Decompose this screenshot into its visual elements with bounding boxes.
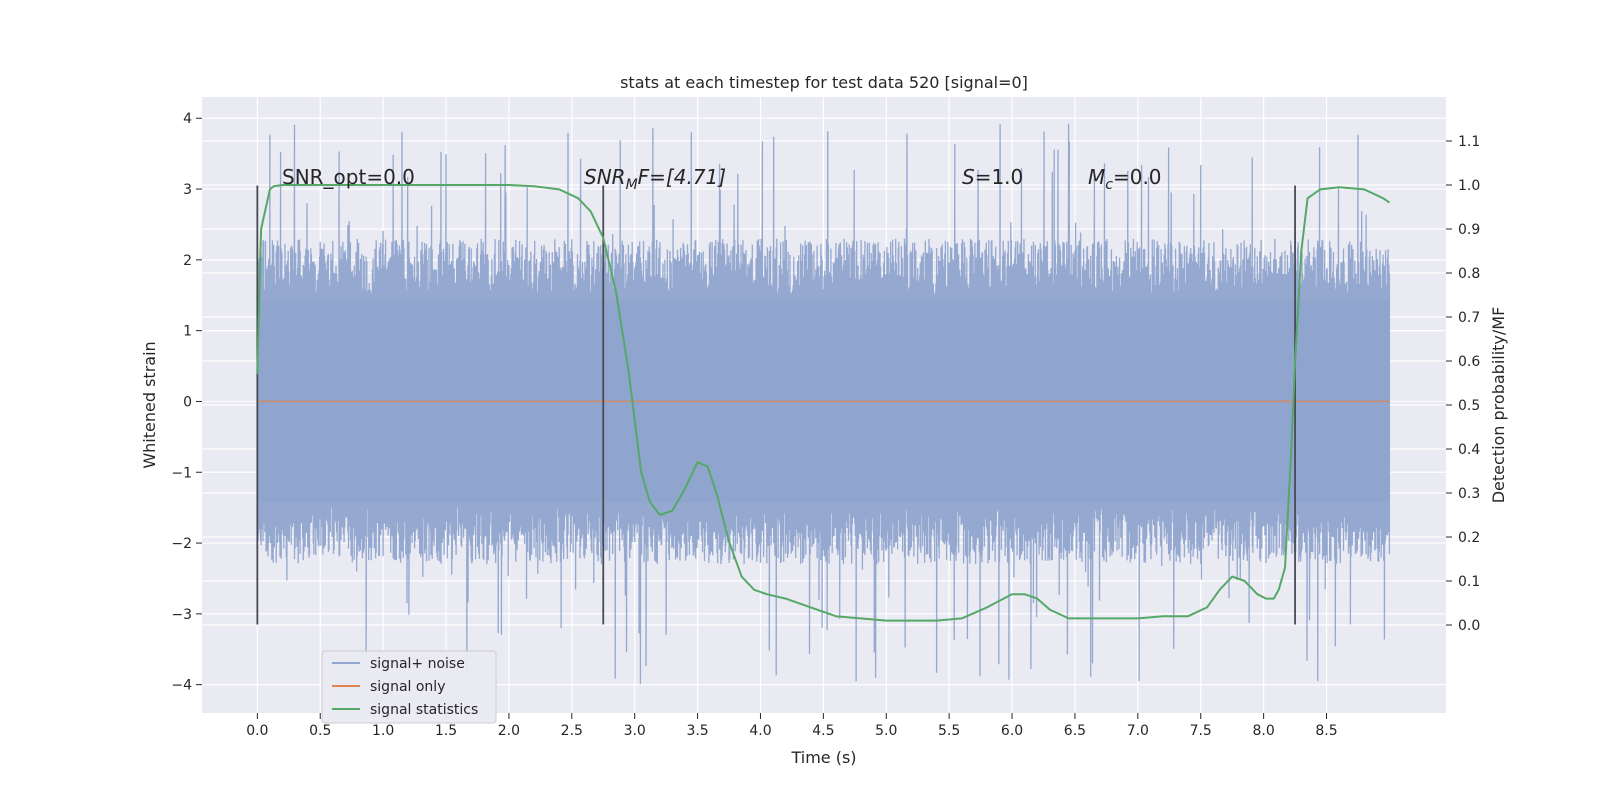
y-right-tick-label: 0.0 [1458, 618, 1480, 634]
legend-label-signal-only: signal only [370, 679, 445, 695]
x-tick-label: 7.5 [1190, 723, 1212, 739]
y-tick-label: 1 [183, 324, 192, 340]
x-tick-label: 2.5 [561, 723, 583, 739]
x-axis: 0.0 0.5 1.0 1.5 2.0 2.5 3.0 3.5 4.0 4.5 5.0 5.5 6.0 6… [246, 713, 1338, 739]
y-tick-label: 3 [183, 182, 192, 198]
x-tick-label: 1.0 [372, 723, 394, 739]
x-tick-label: 6.5 [1064, 723, 1086, 739]
y-tick-label: −2 [171, 536, 192, 552]
y-right-tick-label: 0.9 [1458, 222, 1480, 238]
y-right-tick-label: 0.2 [1458, 530, 1480, 546]
legend-label-signal-noise: signal+ noise [370, 656, 465, 672]
statistics-line [256, 184, 1390, 622]
x-tick-label: 2.0 [498, 723, 520, 739]
y-right-tick-label: 0.8 [1458, 266, 1480, 282]
y-axis-label-right: Detection probability/MF [1489, 307, 1508, 504]
x-tick-label: 8.0 [1252, 723, 1274, 739]
x-tick-label: 6.0 [1001, 723, 1023, 739]
x-tick-label: 1.5 [435, 723, 457, 739]
y-right-tick-label: 1.0 [1458, 178, 1480, 194]
legend-box [321, 650, 497, 724]
x-tick-label: 4.5 [812, 723, 834, 739]
y-tick-label: 0 [183, 394, 192, 410]
x-tick-label: 5.0 [875, 723, 897, 739]
y-axis-right: 1.1 1.0 0.9 0.8 0.7 0.6 0.5 0.4 0.3 0.2 0.1 0.0 [1446, 134, 1480, 634]
x-tick-label: 8.5 [1315, 723, 1337, 739]
legend-label-signal-statistics: signal statistics [370, 702, 478, 718]
series-signal-statistics [256, 184, 1390, 622]
x-tick-label: 0.5 [309, 723, 331, 739]
legend: signal+ noise signal only signal statist… [321, 650, 497, 724]
y-tick-label: −4 [171, 678, 192, 694]
x-tick-label: 5.5 [938, 723, 960, 739]
y-tick-label: −1 [171, 465, 192, 481]
y-tick-label: −3 [171, 607, 192, 623]
chart-title: stats at each timestep for test data 520… [620, 73, 1028, 92]
y-tick-label: 2 [183, 253, 192, 269]
x-tick-label: 3.5 [686, 723, 708, 739]
x-tick-label: 7.0 [1127, 723, 1149, 739]
x-axis-label: Time (s) [790, 748, 856, 767]
x-tick-label: 4.0 [749, 723, 771, 739]
y-axis-label-left: Whitened strain [140, 341, 159, 468]
y-right-tick-label: 0.1 [1458, 574, 1480, 590]
y-tick-label: 4 [183, 111, 192, 127]
y-right-tick-label: 0.4 [1458, 442, 1480, 458]
y-axis-left: 4 3 2 1 0 −1 −2 −3 −4 [171, 111, 202, 694]
y-right-tick-label: 0.3 [1458, 486, 1480, 502]
vertical-markers [256, 185, 1296, 625]
y-right-tick-label: 0.5 [1458, 398, 1480, 414]
annotation-snr-mf: SNRMF=[4.71] [584, 165, 726, 193]
noise-trace [256, 123, 1391, 684]
annotation-mc: Mc=0.0 [1088, 165, 1162, 193]
y-right-tick-label: 0.6 [1458, 354, 1480, 370]
x-tick-label: 0.0 [246, 723, 268, 739]
annotation-snr-opt: SNR_opt=0.0 [282, 165, 415, 189]
annotation-s: S=1.0 [962, 165, 1023, 189]
x-tick-label: 3.0 [624, 723, 646, 739]
y-right-tick-label: 1.1 [1458, 134, 1480, 150]
y-right-tick-label: 0.7 [1458, 310, 1480, 326]
